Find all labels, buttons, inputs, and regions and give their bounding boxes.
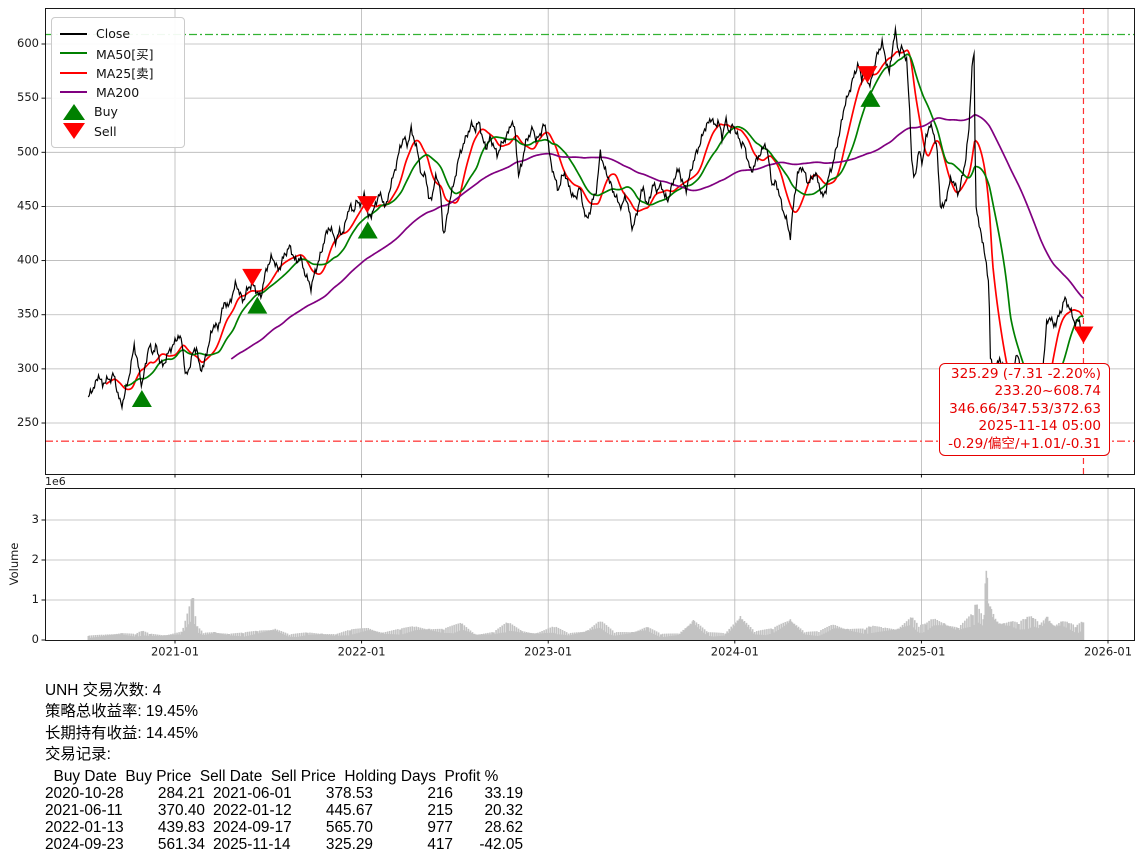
trade-row: 2020-10-28 284.21 2021-06-01 378.53 216 33.19 [45,785,523,802]
legend-label: Close [96,26,131,42]
trade-cell [205,785,213,802]
trade-cell: 216 [427,784,453,802]
trade-row: 2022-01-13 439.83 2024-09-17 565.70 977 28.62 [45,819,523,836]
trade-cell: 977 [427,818,453,836]
trade-cell: 561.34 [157,835,205,853]
trade-cell: 2024-09-17 [213,818,292,836]
trade-cell: 33.19 [484,784,523,802]
annotation-line: 346.66/347.53/372.63 [949,400,1101,417]
trade-table-header: Buy Date Buy Price Sell Date Sell Price … [45,767,499,785]
trade-cell [205,819,213,836]
legend-label: MA200 [96,84,140,100]
trade-cell: 370.40 [157,801,205,819]
trade-cell: 284.21 [157,784,205,802]
legend-item-ma200: MA200 [60,83,176,103]
trade-cell: 2025-11-14 [213,835,291,853]
trade-cell: 417 [427,835,453,853]
trade-cell: 565.70 [325,818,373,836]
trade-cell: 439.83 [157,818,205,836]
legend-item-close: Close [60,24,176,44]
trade-records-label: 交易记录: [45,746,111,764]
ma25-line-swatch [60,71,87,74]
legend-label: Buy [94,104,118,120]
sell-triangle-icon [63,123,85,140]
close-line-swatch [60,32,87,35]
chart-legend: Close MA50[买] MA25[卖] MA200 Buy Sell [51,17,185,148]
trade-cell [205,836,213,853]
buy-triangle-icon [63,103,85,120]
trade-table: 2020-10-28 284.21 2021-06-01 378.53 216 33.19… [45,785,523,853]
trade-cell: 2022-01-13 [45,818,124,836]
strategy-return-line: 策略总收益率: 19.45% [45,703,199,721]
legend-label: Sell [94,123,117,139]
trade-row: 2024-09-23 561.34 2025-11-14 325.29 417 -42.0… [45,836,523,853]
ma200-line-swatch [60,91,87,94]
legend-item-sell: Sell [60,122,176,142]
last-signal-annotation: 325.29 (-7.31 -2.20%) 233.20~608.74 346.… [939,363,1110,457]
trade-cell: 445.67 [325,801,373,819]
trade-cell: 378.53 [325,784,373,802]
trade-cell: 2022-01-12 [213,801,292,819]
trade-cell: 325.29 [325,835,373,853]
hold-return-line: 长期持有收益: 14.45% [45,724,199,742]
trade-cell: 215 [427,801,453,819]
trade-cell [205,802,213,819]
trade-cell: 2021-06-11 [45,801,123,819]
legend-item-buy: Buy [60,102,176,122]
legend-item-ma50: MA50[买] [60,44,176,64]
annotation-line: 233.20~608.74 [994,383,1101,400]
trade-cell: 20.32 [484,801,523,819]
strategy-summary: UNH 交易次数: 4 策略总收益率: 19.45% 长期持有收益: 14.45… [45,680,523,853]
trade-cell: 28.62 [484,818,523,836]
legend-label: MA25[卖] [96,66,154,82]
trade-count-line: UNH 交易次数: 4 [45,682,162,699]
annotation-line: 2025-11-14 05:00 [978,418,1102,435]
trade-cell: 2021-06-01 [213,784,292,802]
trade-cell: 2024-09-23 [45,835,124,853]
annotation-line: 325.29 (-7.31 -2.20%) [950,366,1101,382]
trade-cell: -42.05 [479,835,523,853]
trade-row: 2021-06-11 370.40 2022-01-12 445.67 215 20.32 [45,802,523,819]
legend-label: MA50[买] [96,46,154,62]
legend-item-ma25: MA25[卖] [60,63,176,83]
stock-chart-canvas [0,0,1141,672]
annotation-line: -0.29/偏空/+1.01/-0.31 [948,435,1101,452]
ma50-line-swatch [60,52,87,55]
trade-cell: 2020-10-28 [45,784,124,802]
